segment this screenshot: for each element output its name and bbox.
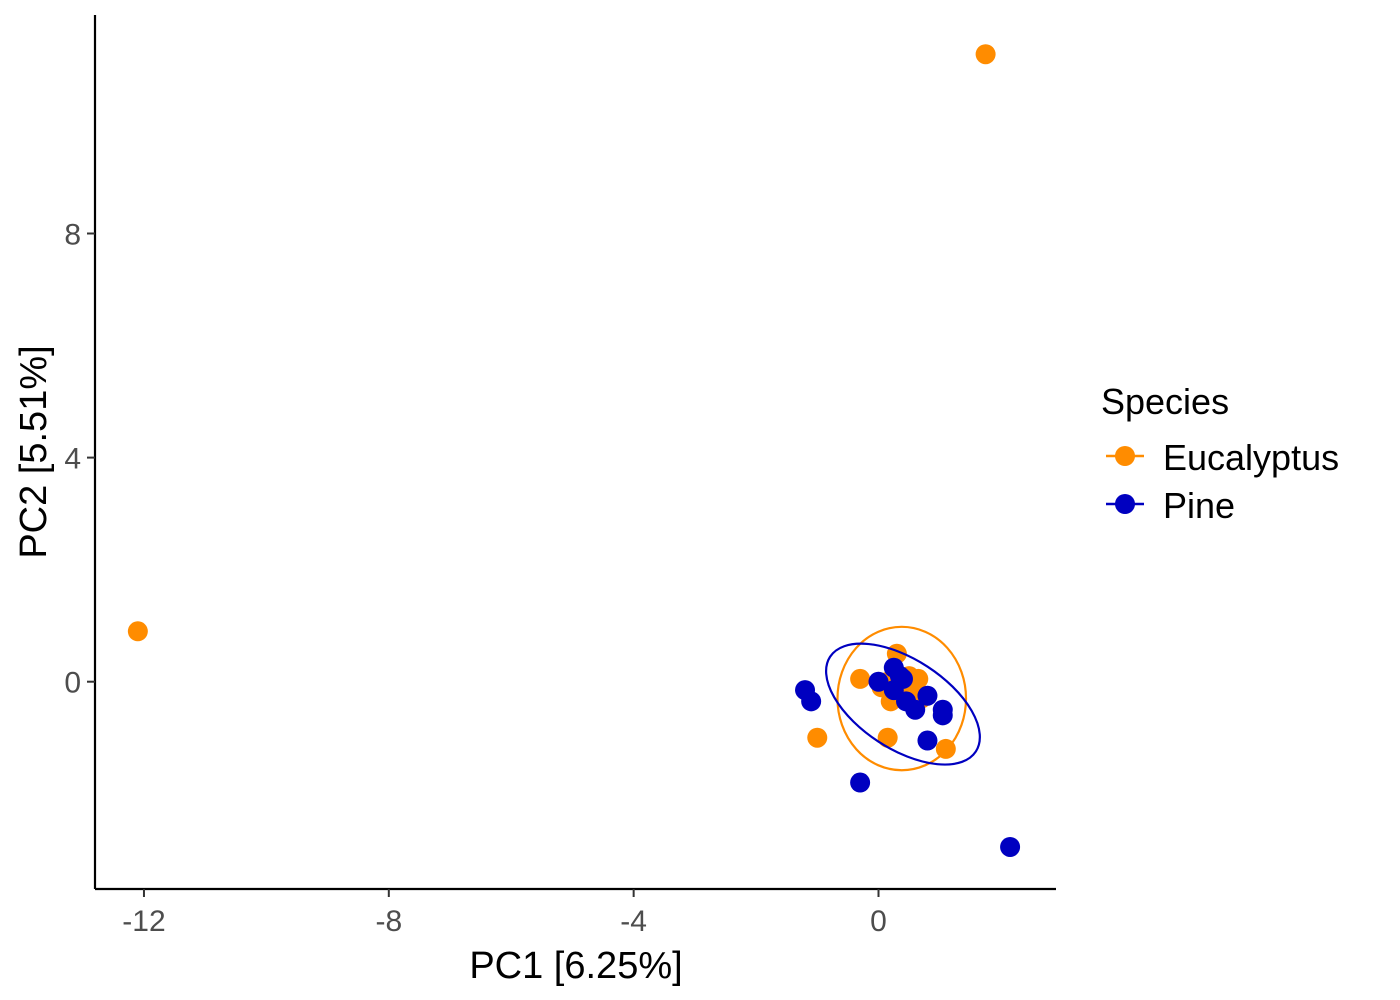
y-axis-title: PC2 [5.51%] <box>13 345 55 558</box>
x-tick-label: -8 <box>375 905 402 938</box>
plot-area <box>127 44 1021 857</box>
data-point-pine <box>905 699 926 720</box>
legend: Species Eucalyptus Pine <box>1101 381 1339 526</box>
confidence-ellipse-eucalyptus <box>836 625 968 772</box>
x-tick-label: 0 <box>870 905 887 938</box>
data-point-pine <box>850 772 871 793</box>
data-point-pine <box>801 691 822 712</box>
x-tick-label: -4 <box>620 905 647 938</box>
y-tick-label: 0 <box>64 667 81 700</box>
data-point-pine <box>1000 836 1021 857</box>
y-tick-label: 8 <box>64 219 81 252</box>
data-point-eucalyptus <box>127 621 148 642</box>
y-tick-label: 4 <box>64 443 81 476</box>
legend-title: Species <box>1101 381 1229 422</box>
data-point-eucalyptus <box>877 727 898 748</box>
data-point-pine <box>868 671 889 692</box>
data-point-pine <box>932 705 953 726</box>
legend-entry-pine: Pine <box>1106 485 1235 526</box>
legend-key-point-pine <box>1115 494 1135 514</box>
legend-label-eucalyptus: Eucalyptus <box>1163 437 1339 478</box>
data-point-pine <box>889 666 910 687</box>
y-axis-ticks: 0 4 8 <box>64 219 95 700</box>
confidence-ellipse-pine <box>824 642 981 766</box>
legend-entry-eucalyptus: Eucalyptus <box>1106 437 1339 478</box>
x-axis-ticks: -12 -8 -4 0 <box>122 889 887 938</box>
data-point-pine <box>917 730 938 751</box>
legend-key-point-eucalyptus <box>1115 446 1135 466</box>
data-point-pine <box>917 685 938 706</box>
data-point-eucalyptus <box>975 44 996 65</box>
x-axis-title: PC1 [6.25%] <box>469 945 682 987</box>
legend-label-pine: Pine <box>1163 485 1235 526</box>
data-point-eucalyptus <box>850 668 871 689</box>
data-point-eucalyptus <box>807 727 828 748</box>
x-tick-label: -12 <box>122 905 165 938</box>
